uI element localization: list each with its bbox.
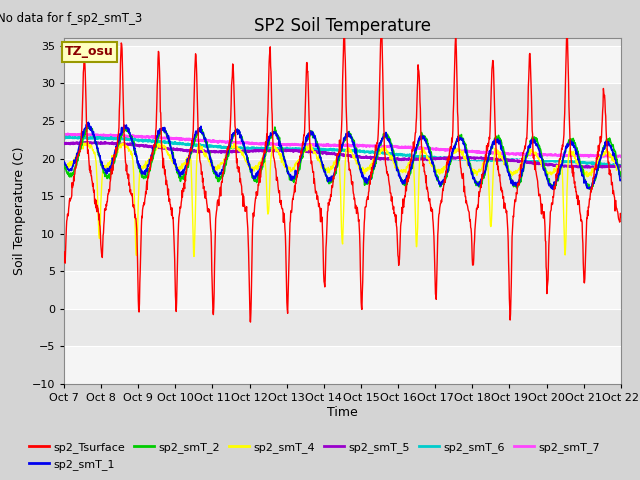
Bar xyxy=(64,271,621,309)
Bar xyxy=(64,196,621,234)
Text: TZ_osu: TZ_osu xyxy=(65,46,113,59)
Text: No data for f_sp2_smT_3: No data for f_sp2_smT_3 xyxy=(0,12,143,24)
Bar xyxy=(64,347,621,384)
Title: SP2 Soil Temperature: SP2 Soil Temperature xyxy=(254,17,431,36)
Bar xyxy=(64,121,621,158)
Y-axis label: Soil Temperature (C): Soil Temperature (C) xyxy=(13,147,26,276)
X-axis label: Time: Time xyxy=(327,406,358,419)
Legend: sp2_Tsurface, sp2_smT_1, sp2_smT_2, sp2_smT_4, sp2_smT_5, sp2_smT_6, sp2_smT_7: sp2_Tsurface, sp2_smT_1, sp2_smT_2, sp2_… xyxy=(25,438,604,474)
Bar xyxy=(64,46,621,84)
